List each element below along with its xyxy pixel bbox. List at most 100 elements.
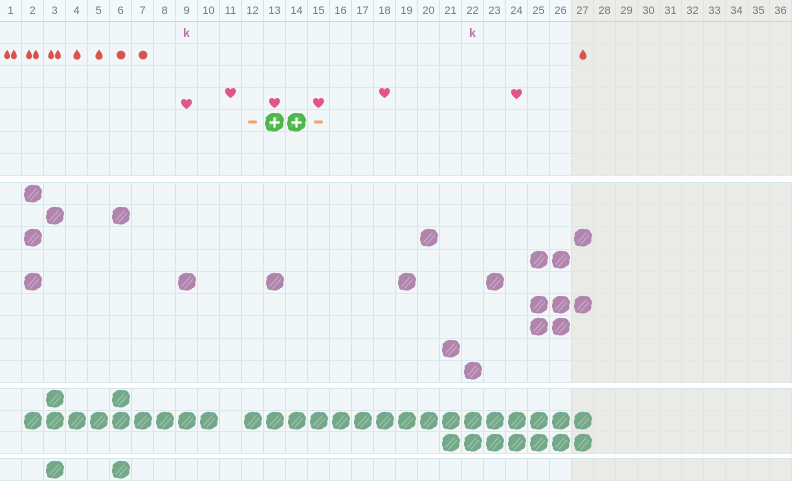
day-cell[interactable] bbox=[154, 271, 176, 295]
day-cell[interactable] bbox=[748, 338, 770, 361]
day-cell[interactable] bbox=[374, 271, 396, 295]
day-cell[interactable] bbox=[308, 249, 330, 272]
day-cell[interactable] bbox=[22, 154, 44, 176]
day-cell[interactable] bbox=[242, 432, 264, 455]
day-cell[interactable] bbox=[594, 88, 616, 110]
day-cell[interactable] bbox=[220, 110, 242, 132]
day-cell[interactable] bbox=[528, 205, 550, 228]
day-cell[interactable] bbox=[242, 132, 264, 154]
day-cell[interactable] bbox=[198, 227, 220, 250]
day-cell[interactable] bbox=[264, 459, 286, 481]
day-cell[interactable] bbox=[748, 66, 770, 88]
day-cell[interactable] bbox=[638, 316, 660, 339]
day-cell[interactable] bbox=[264, 338, 286, 361]
day-cell[interactable] bbox=[132, 459, 154, 481]
day-cell[interactable] bbox=[176, 154, 198, 176]
day-cell[interactable] bbox=[154, 338, 176, 361]
day-cell[interactable] bbox=[440, 88, 462, 110]
day-cell[interactable] bbox=[770, 132, 792, 154]
day-cell[interactable] bbox=[242, 154, 264, 176]
day-cell[interactable] bbox=[660, 110, 682, 132]
day-cell[interactable] bbox=[484, 205, 506, 228]
day-cell[interactable] bbox=[132, 410, 154, 433]
day-cell[interactable] bbox=[22, 88, 44, 110]
day-cell[interactable] bbox=[198, 132, 220, 154]
day-cell[interactable] bbox=[242, 66, 264, 88]
day-cell[interactable] bbox=[638, 459, 660, 481]
day-cell[interactable] bbox=[638, 110, 660, 132]
day-cell[interactable] bbox=[440, 294, 462, 317]
day-cell[interactable] bbox=[440, 316, 462, 339]
day-cell[interactable] bbox=[242, 205, 264, 228]
day-cell[interactable] bbox=[440, 154, 462, 176]
day-cell[interactable] bbox=[550, 110, 572, 132]
day-cell[interactable] bbox=[330, 227, 352, 250]
day-cell[interactable] bbox=[748, 294, 770, 317]
day-cell[interactable] bbox=[462, 294, 484, 317]
day-cell[interactable] bbox=[220, 154, 242, 176]
day-cell[interactable] bbox=[22, 389, 44, 411]
day-cell[interactable] bbox=[110, 459, 132, 481]
day-cell[interactable] bbox=[682, 271, 704, 295]
day-cell[interactable] bbox=[484, 66, 506, 88]
day-cell[interactable] bbox=[660, 294, 682, 317]
day-cell[interactable] bbox=[308, 154, 330, 176]
day-cell[interactable] bbox=[66, 294, 88, 317]
day-cell[interactable] bbox=[396, 249, 418, 272]
day-cell[interactable] bbox=[22, 294, 44, 317]
day-cell[interactable] bbox=[528, 316, 550, 339]
day-cell[interactable] bbox=[770, 271, 792, 295]
day-cell[interactable] bbox=[110, 316, 132, 339]
day-cell[interactable] bbox=[638, 249, 660, 272]
day-cell[interactable] bbox=[352, 249, 374, 272]
day-cell[interactable] bbox=[352, 271, 374, 295]
day-cell[interactable] bbox=[374, 360, 396, 383]
day-cell[interactable] bbox=[352, 316, 374, 339]
day-cell[interactable] bbox=[286, 183, 308, 206]
day-cell[interactable] bbox=[286, 22, 308, 44]
day-cell[interactable] bbox=[682, 459, 704, 481]
day-cell[interactable] bbox=[418, 88, 440, 110]
day-cell[interactable] bbox=[462, 432, 484, 455]
day-cell[interactable] bbox=[220, 459, 242, 481]
day-cell[interactable] bbox=[396, 183, 418, 206]
day-cell[interactable] bbox=[308, 338, 330, 361]
day-cell[interactable] bbox=[682, 410, 704, 433]
day-cell[interactable] bbox=[352, 88, 374, 110]
day-cell[interactable] bbox=[572, 316, 594, 339]
day-cell[interactable] bbox=[594, 132, 616, 154]
day-cell[interactable] bbox=[396, 294, 418, 317]
day-cell[interactable] bbox=[440, 44, 462, 66]
day-cell[interactable] bbox=[88, 294, 110, 317]
day-cell[interactable] bbox=[704, 294, 726, 317]
day-cell[interactable] bbox=[660, 227, 682, 250]
day-cell[interactable] bbox=[374, 249, 396, 272]
day-cell[interactable] bbox=[572, 66, 594, 88]
day-cell[interactable] bbox=[154, 459, 176, 481]
day-cell[interactable]: k bbox=[462, 22, 484, 44]
day-cell[interactable] bbox=[418, 66, 440, 88]
day-cell[interactable] bbox=[198, 410, 220, 433]
day-cell[interactable] bbox=[506, 294, 528, 317]
day-cell[interactable] bbox=[66, 132, 88, 154]
day-cell[interactable] bbox=[616, 316, 638, 339]
day-cell[interactable] bbox=[352, 110, 374, 132]
day-cell[interactable] bbox=[0, 294, 22, 317]
day-cell[interactable] bbox=[418, 110, 440, 132]
day-cell[interactable] bbox=[616, 227, 638, 250]
day-cell[interactable] bbox=[0, 227, 22, 250]
day-cell[interactable] bbox=[220, 389, 242, 411]
day-cell[interactable] bbox=[682, 44, 704, 66]
day-cell[interactable] bbox=[198, 432, 220, 455]
day-cell[interactable] bbox=[440, 132, 462, 154]
day-cell[interactable] bbox=[264, 22, 286, 44]
day-cell[interactable] bbox=[286, 271, 308, 295]
day-cell[interactable] bbox=[88, 338, 110, 361]
day-cell[interactable] bbox=[506, 338, 528, 361]
day-cell[interactable] bbox=[154, 183, 176, 206]
day-cell[interactable] bbox=[220, 132, 242, 154]
day-cell[interactable] bbox=[374, 110, 396, 132]
day-cell[interactable] bbox=[110, 294, 132, 317]
day-cell[interactable] bbox=[330, 410, 352, 433]
day-cell[interactable] bbox=[176, 294, 198, 317]
